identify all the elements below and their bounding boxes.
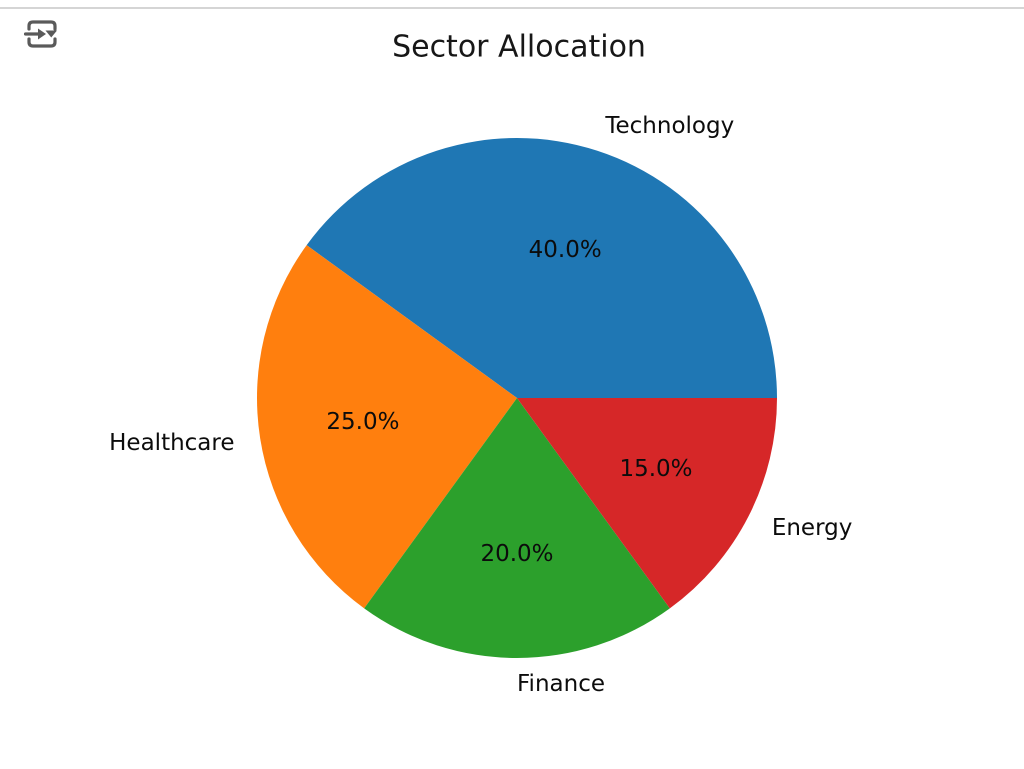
- pie-slice-technology: [306, 138, 777, 399]
- run-cell-dropdown-icon: [24, 20, 57, 48]
- chart-title: Sector Allocation: [392, 29, 646, 65]
- percent-label-energy: 15.0%: [619, 455, 693, 482]
- run-cell-dropdown-button[interactable]: [23, 15, 61, 53]
- pie-slice-finance: [364, 398, 670, 658]
- slice-label-energy: Energy: [771, 514, 853, 541]
- pie-slice-healthcare: [257, 245, 517, 609]
- slice-label-healthcare: Healthcare: [109, 429, 235, 456]
- pie-slice-energy: [517, 398, 777, 609]
- percent-label-healthcare: 25.0%: [326, 409, 400, 436]
- percent-label-technology: 40.0%: [528, 236, 602, 263]
- slice-label-technology: Technology: [605, 112, 735, 139]
- percent-label-finance: 20.0%: [480, 541, 554, 567]
- slice-label-finance: Finance: [517, 671, 605, 697]
- top-divider: [0, 7, 1024, 9]
